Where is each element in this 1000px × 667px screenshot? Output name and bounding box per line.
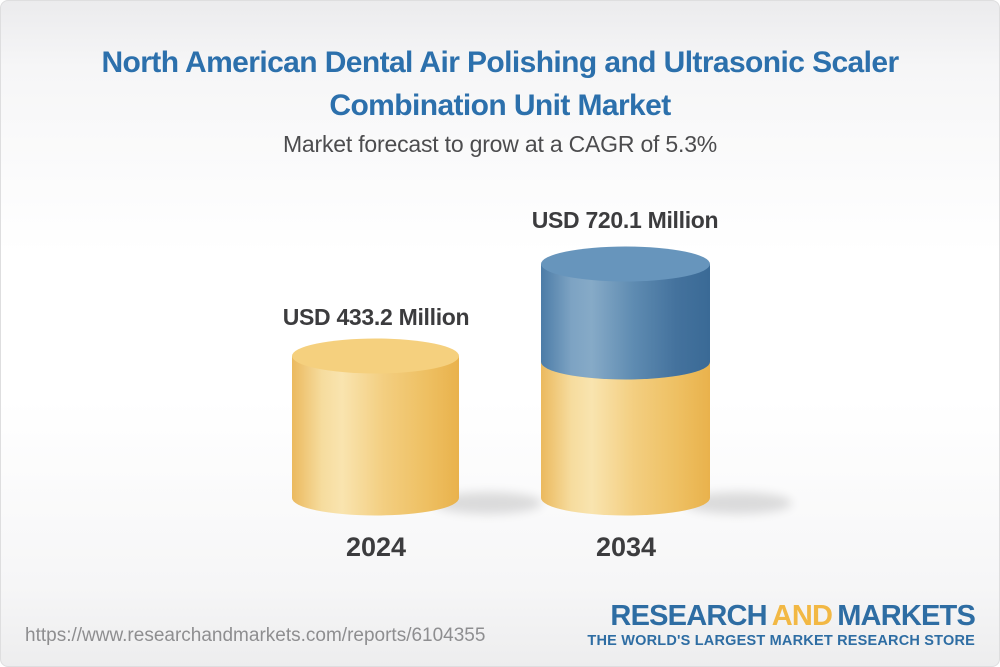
value-label-2024: USD 433.2 Million — [282, 304, 470, 330]
logo-word-research: RESEARCH — [610, 600, 767, 632]
axis-label-2024: 2024 — [345, 532, 407, 562]
page-title-line2: Combination Unit Market — [329, 89, 671, 122]
report-url-link[interactable]: https://www.researchandmarkets.com/repor… — [25, 625, 486, 646]
logo-tagline: THE WORLD'S LARGEST MARKET RESEARCH STOR… — [587, 633, 975, 649]
logo-word-and: AND — [771, 600, 833, 632]
research-and-markets-logo: RESEARCH AND MARKETS THE WORLD'S LARGEST M… — [587, 601, 975, 650]
bar-2034 — [541, 246, 710, 516]
axis-label-2034: 2034 — [595, 532, 657, 562]
bar-2024-shadow — [434, 492, 542, 514]
bar-2034-shadow — [684, 492, 792, 514]
chart-subtitle: Market forecast to grow at a CAGR of 5.3… — [282, 131, 718, 157]
page-title-line1: North American Dental Air Polishing and … — [101, 46, 899, 79]
bar-2024 — [292, 338, 459, 516]
page-title: North American Dental Air Polishing and … — [1, 41, 999, 127]
value-label-2034: USD 720.1 Million — [531, 207, 719, 233]
logo-wordmark: RESEARCH AND MARKETS — [587, 601, 975, 632]
logo-word-markets: MARKETS — [837, 600, 976, 632]
